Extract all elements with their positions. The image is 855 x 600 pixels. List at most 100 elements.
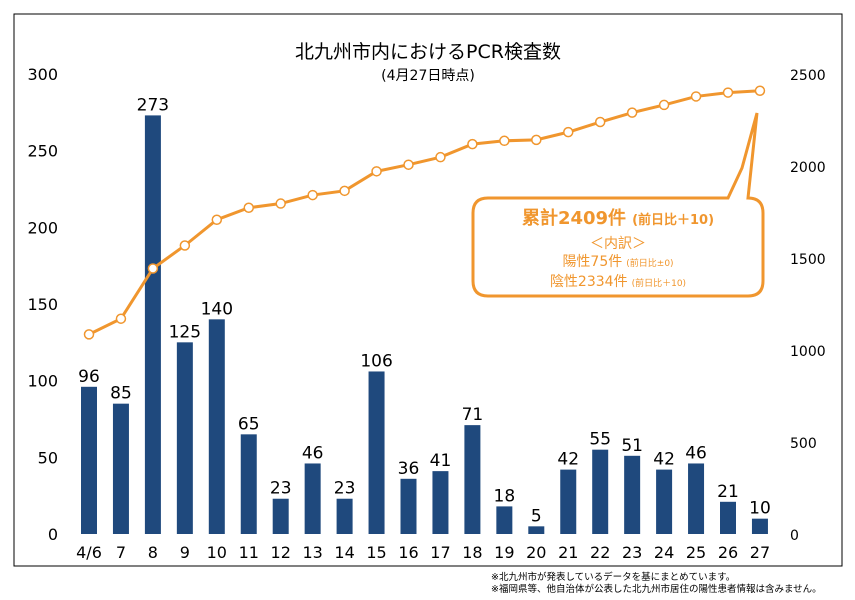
x-tick-label: 21 <box>558 543 578 562</box>
bar-data-label: 10 <box>749 499 771 519</box>
bar <box>368 371 385 534</box>
line-point <box>531 134 542 146</box>
bar-data-label: 46 <box>685 443 707 463</box>
y-right-tick-label: 1000 <box>790 344 826 360</box>
x-tick-label: 9 <box>180 543 190 562</box>
bar-data-label: 106 <box>360 351 392 371</box>
line-point <box>147 263 159 274</box>
x-tick-label: 7 <box>116 543 126 562</box>
x-tick-label: 25 <box>686 543 706 562</box>
bar <box>304 463 321 534</box>
bar <box>560 469 577 534</box>
line-point <box>179 240 191 251</box>
bar <box>624 455 641 534</box>
y-left-tick-label: 250 <box>27 142 58 161</box>
y-right-tick-label: 2500 <box>790 68 826 84</box>
x-tick-label: 19 <box>494 543 514 562</box>
footnote-2: ※福岡県等、他自治体が公表した北九州市居住の陽性患者情報は含みません。 <box>491 584 822 595</box>
x-tick-label: 13 <box>302 543 322 562</box>
line-point <box>115 313 127 324</box>
bar <box>176 342 193 534</box>
line-point <box>307 189 318 201</box>
bar-data-label: 42 <box>653 450 675 470</box>
svg-text:陰性2334件(前日比＋10): 陰性2334件 (前日比＋10) <box>550 274 686 290</box>
x-tick-label: 11 <box>239 543 259 562</box>
bar <box>112 403 129 534</box>
callout-positive-diff: (前日比±0) <box>626 257 673 269</box>
x-tick-label: 27 <box>750 543 770 562</box>
callout-headline: 累計2409件 <box>522 207 626 229</box>
line-point <box>563 126 574 138</box>
line-point <box>658 99 670 111</box>
bar <box>688 463 705 534</box>
bar-data-label: 96 <box>78 367 100 387</box>
bar <box>208 319 225 534</box>
x-tick-label: 26 <box>718 543 738 562</box>
line-point <box>339 185 350 197</box>
line-point <box>499 135 510 147</box>
x-tick-label: 18 <box>462 543 482 562</box>
svg-text:陽性75件(前日比±0): 陽性75件 (前日比±0) <box>562 254 673 270</box>
callout-breakdown-title: ＜内訳＞ <box>590 236 646 252</box>
chart-subtitle: (4月27日時点) <box>381 68 475 84</box>
footnote-1: ※北九州市が発表しているデータを基にまとめています。 <box>491 572 736 583</box>
y-left-tick-label: 300 <box>27 65 58 84</box>
line-point <box>467 138 478 150</box>
cumulative-line <box>88 89 761 336</box>
bar-data-label: 55 <box>589 430 611 450</box>
x-tick-label: 4/6 <box>76 543 102 562</box>
line-point <box>594 116 606 128</box>
x-tick-label: 16 <box>398 543 418 562</box>
bar-data-label: 23 <box>334 479 356 499</box>
y-left-tick-label: 200 <box>27 218 58 237</box>
line-point <box>626 107 638 118</box>
line-point <box>722 87 734 98</box>
y-left-tick-label: 50 <box>38 448 58 467</box>
total-callout: 累計2409件 (前日比＋10) ＜内訳＞ 陽性75件 (前日比±0) 陰性2334… <box>471 112 765 298</box>
x-tick-label: 14 <box>334 543 354 562</box>
bar <box>272 498 289 534</box>
callout-headline-diff: (前日比＋10) <box>632 212 714 228</box>
line-point <box>690 91 702 102</box>
callout-negative: 陰性2334件 <box>550 274 628 290</box>
bar <box>400 478 417 534</box>
bar-data-label: 71 <box>462 405 484 425</box>
line-point <box>435 151 446 163</box>
y-left-tick-label: 100 <box>27 372 58 391</box>
bar <box>144 115 161 535</box>
bar-data-label: 42 <box>557 450 579 470</box>
bar-data-label: 140 <box>201 299 233 319</box>
bar-data-label: 41 <box>430 451 452 471</box>
line-point <box>371 166 382 177</box>
bar-data-label: 36 <box>398 459 420 479</box>
y-left-tick-label: 0 <box>48 525 58 544</box>
bar-data-label: 46 <box>302 443 324 463</box>
line-point <box>403 159 414 170</box>
x-tick-label: 10 <box>207 543 227 562</box>
callout-positive: 陽性75件 <box>562 254 622 270</box>
y-right-tick-label: 500 <box>790 436 817 452</box>
bar-data-label: 18 <box>494 486 516 506</box>
x-tick-label: 15 <box>366 543 386 562</box>
chart-title: 北九州市内におけるPCR検査数 <box>295 41 561 63</box>
y-right-tick-label: 0 <box>790 528 799 544</box>
line-point <box>275 198 286 209</box>
bar-data-label: 23 <box>270 479 292 499</box>
bar <box>336 498 353 534</box>
bar-data-label: 273 <box>137 95 169 115</box>
bar <box>240 434 257 534</box>
callout-negative-diff: (前日比＋10) <box>632 277 686 289</box>
bar <box>496 506 513 534</box>
bar <box>464 425 481 534</box>
bar-data-label: 85 <box>110 384 132 404</box>
x-tick-label: 17 <box>430 543 450 562</box>
x-tick-label: 8 <box>148 543 158 562</box>
callout-bubble <box>471 112 765 298</box>
line-point <box>243 202 254 214</box>
chart-border <box>13 13 843 567</box>
bar-data-label: 125 <box>169 322 201 342</box>
bar <box>432 471 449 534</box>
bar <box>592 449 609 534</box>
